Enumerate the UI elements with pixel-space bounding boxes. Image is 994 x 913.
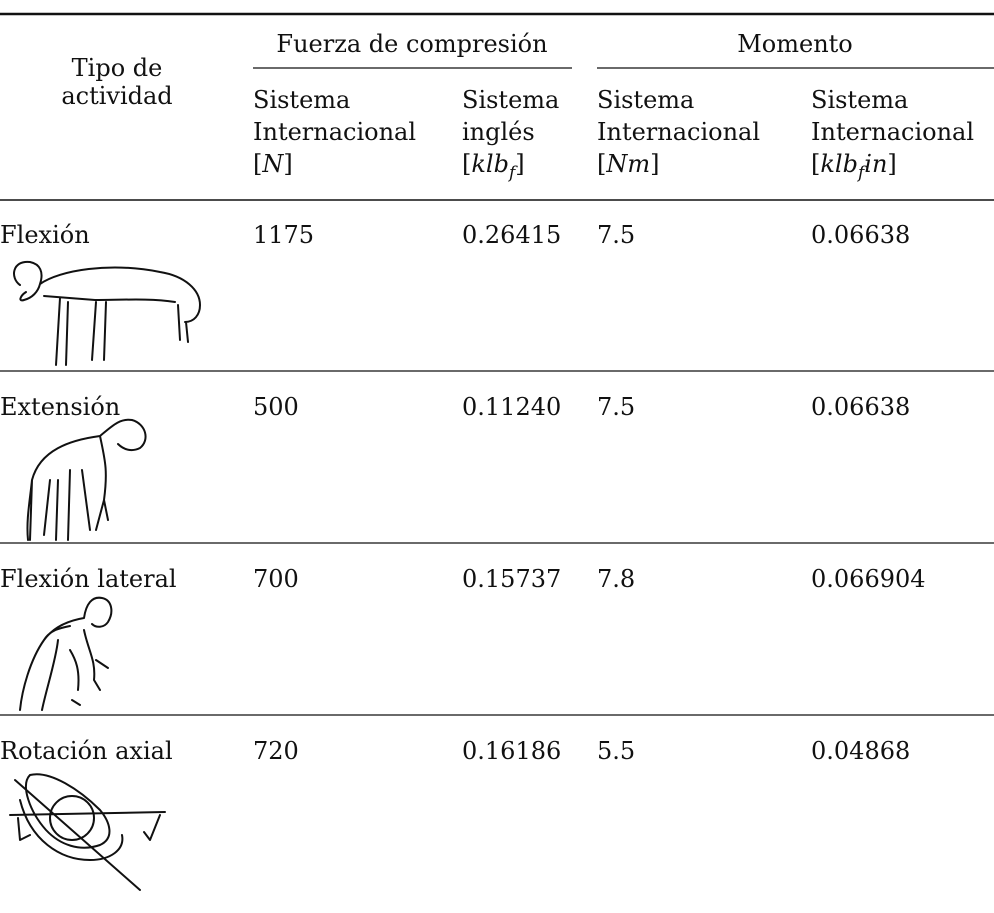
cell-value: 7.5 <box>597 393 635 421</box>
column-header: Sistema <box>811 86 908 114</box>
activity-name: Flexión <box>0 221 90 249</box>
unit-part: ] <box>650 150 659 178</box>
cell-value: 0.11240 <box>462 393 561 421</box>
axial-rotation-figure <box>9 773 166 891</box>
cell-value: 1175 <box>253 221 314 249</box>
cell-value: 0.26415 <box>462 221 561 249</box>
unit-part: [ <box>253 150 262 178</box>
cell-value: 0.06638 <box>811 221 910 249</box>
unit-part: [ <box>597 150 606 178</box>
unit: [N] <box>253 150 293 178</box>
extension-figure <box>26 418 147 541</box>
cell-value: 5.5 <box>597 737 635 765</box>
cell-value: 0.06638 <box>811 393 910 421</box>
unit-part: klb <box>820 150 858 178</box>
column-header: Internacional <box>253 118 416 146</box>
lateral-flexion-figure <box>19 596 113 711</box>
unit-part: [ <box>462 150 471 178</box>
unit-part: f <box>507 163 518 183</box>
cell-value: 720 <box>253 737 299 765</box>
unit: [klbfin] <box>811 150 897 183</box>
cell-value: 7.8 <box>597 565 635 593</box>
unit-part: f <box>856 163 867 183</box>
cell-value: 0.04868 <box>811 737 910 765</box>
group-header: Fuerza de compresión <box>276 30 547 58</box>
header-label: actividad <box>61 82 172 110</box>
cell-value: 0.15737 <box>462 565 561 593</box>
header-label: Tipo de <box>72 54 163 82</box>
column-header: Sistema <box>462 86 559 114</box>
unit-part: klb <box>471 150 509 178</box>
activity-name: Flexión lateral <box>0 565 177 593</box>
flexion-figure <box>13 260 201 366</box>
activity-name: Extensión <box>0 393 120 421</box>
column-header: Sistema <box>253 86 350 114</box>
column-header: Sistema <box>597 86 694 114</box>
unit-part: Nm <box>605 150 650 178</box>
unit: [klbf] <box>462 150 525 183</box>
unit-part: ] <box>515 150 524 178</box>
unit-part: [ <box>811 150 820 178</box>
column-header: Internacional <box>597 118 760 146</box>
group-header: Momento <box>737 30 853 58</box>
column-header: inglés <box>462 118 535 146</box>
column-header: Internacional <box>811 118 974 146</box>
unit-part: ] <box>887 150 896 178</box>
unit-part: in <box>864 150 887 178</box>
cell-value: 0.16186 <box>462 737 561 765</box>
cell-value: 7.5 <box>597 221 635 249</box>
unit: [Nm] <box>597 150 660 178</box>
cell-value: 500 <box>253 393 299 421</box>
cell-value: 0.066904 <box>811 565 926 593</box>
activity-name: Rotación axial <box>0 737 173 765</box>
cell-value: 700 <box>253 565 299 593</box>
unit-part: ] <box>283 150 292 178</box>
unit-part: N <box>261 150 284 178</box>
